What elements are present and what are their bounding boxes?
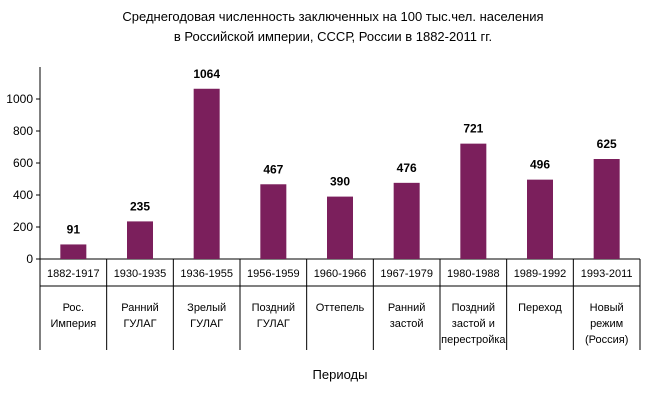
category-years-label: 1936-1955 [180, 268, 233, 280]
category-name-label: ГУЛАГ [190, 318, 223, 330]
bar [527, 179, 553, 259]
chart-title-line-2: в Российской империи, СССР, России в 188… [174, 29, 492, 44]
category-years-label: 1993-2011 [581, 268, 633, 280]
category-name-label: Рос. [63, 302, 85, 314]
category-name-label: Империя [50, 318, 96, 330]
bar-value-label: 467 [263, 162, 283, 176]
category-name-label: ГУЛАГ [123, 318, 156, 330]
category-name-label: застой и [452, 318, 495, 330]
bar-value-label: 235 [130, 199, 150, 213]
bar [327, 196, 353, 259]
category-name-label: (Россия) [585, 334, 628, 346]
bar-value-label: 1064 [193, 67, 220, 81]
category-name-label: Оттепель [316, 302, 365, 314]
y-tick-label: 0 [26, 252, 33, 266]
bar-value-label: 91 [67, 222, 81, 236]
category-name-label: Зрелый [187, 302, 226, 314]
category-name-label: ГУЛАГ [257, 318, 290, 330]
y-tick-label: 200 [13, 220, 33, 234]
category-years-label: 1956-1959 [247, 268, 300, 280]
bar [593, 159, 620, 259]
x-axis-title: Периоды [313, 367, 368, 382]
category-name-label: Ранний [388, 302, 426, 314]
category-name-label: режим [590, 318, 623, 330]
category-name-label: перестройка [441, 334, 506, 346]
category-name-label: Переход [518, 302, 562, 314]
category-name-label: Новый [590, 302, 624, 314]
category-name-label: Ранний [121, 302, 159, 314]
bar [127, 221, 153, 259]
category-years-label: 1980-1988 [447, 268, 500, 280]
y-tick-label: 1000 [6, 92, 33, 106]
bar-value-label: 625 [597, 137, 617, 151]
y-tick-label: 800 [13, 124, 33, 138]
bar-value-label: 476 [397, 161, 417, 175]
plot-area: 0 200 400 600 800 1000 91 1882-1917 Рос. Империя 2… [6, 67, 641, 350]
bar-value-label: 390 [330, 175, 350, 189]
bar-value-label: 721 [463, 122, 483, 136]
y-tick-label: 400 [13, 188, 33, 202]
bar [60, 244, 87, 259]
bar [393, 182, 420, 259]
y-tick-label: 600 [13, 156, 33, 170]
category-years-label: 1967-1979 [380, 268, 433, 280]
bar-value-label: 496 [530, 158, 550, 172]
bar [460, 143, 487, 259]
category-name-label: застой [390, 318, 424, 330]
category-years-label: 1930-1935 [114, 268, 167, 280]
category-years-label: 1882-1917 [47, 268, 100, 280]
bar [260, 184, 287, 259]
category-name-label: Поздний [252, 302, 295, 314]
chart-title-line-1: Среднегодовая численность заключенных на… [122, 9, 543, 24]
bar [193, 88, 220, 259]
category-name-label: Поздний [452, 302, 495, 314]
category-years-label: 1989-1992 [514, 268, 567, 280]
category-years-label: 1960-1966 [314, 268, 367, 280]
